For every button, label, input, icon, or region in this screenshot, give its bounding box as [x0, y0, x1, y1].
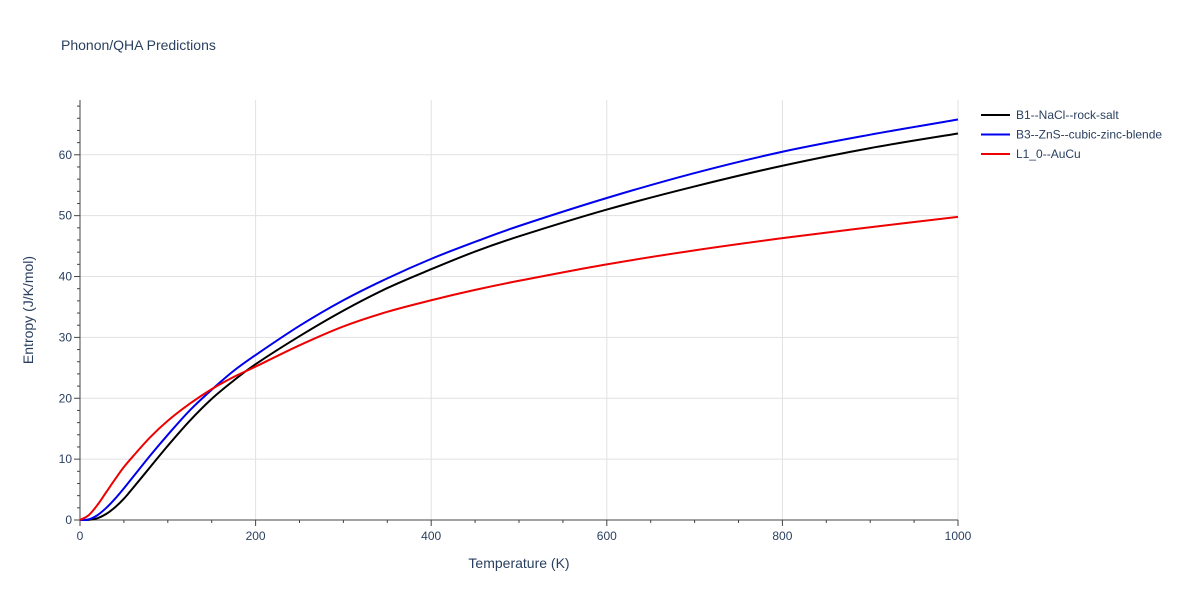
legend: B1--NaCl--rock-salt B3--ZnS--cubic-zinc-b…	[981, 108, 1162, 161]
x-tick-label: 600	[597, 529, 617, 543]
x-tick-label: 800	[772, 529, 792, 543]
y-tick-label: 40	[59, 270, 73, 284]
gridlines	[80, 100, 959, 520]
y-tick-label: 10	[59, 452, 73, 466]
legend-label-3: L1_0--AuCu	[1016, 147, 1081, 161]
legend-label-1: B1--NaCl--rock-salt	[1016, 108, 1119, 122]
y-tick-label: 0	[65, 513, 72, 527]
axes: 0 200 400 600 800 1000 0 10 20 30 40 50 60	[59, 100, 972, 543]
series-line-1	[79, 132, 959, 522]
legend-label-2: B3--ZnS--cubic-zinc-blende	[1016, 128, 1162, 142]
x-tick-label: 400	[421, 529, 441, 543]
y-tick-label: 60	[59, 148, 73, 162]
y-tick-label: 20	[59, 391, 73, 405]
series-line-3	[79, 215, 959, 521]
chart-title: Phonon/QHA Predictions	[61, 37, 216, 53]
plot-area	[79, 118, 959, 522]
y-tick-label: 50	[59, 209, 73, 223]
x-axis-title: Temperature (K)	[468, 555, 569, 571]
y-axis-title: Entropy (J/K/mol)	[20, 256, 36, 364]
y-tick-label: 30	[59, 330, 73, 344]
series-line-2	[79, 118, 959, 521]
x-tick-label: 1000	[945, 529, 972, 543]
x-tick-label: 200	[246, 529, 266, 543]
x-tick-label: 0	[77, 529, 84, 543]
